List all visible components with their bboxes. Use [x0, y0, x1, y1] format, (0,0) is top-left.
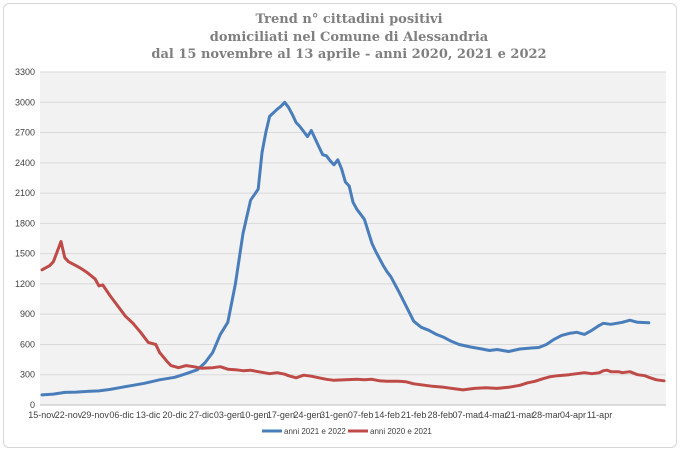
x-tick-label: 24-gen — [293, 410, 321, 420]
legend: anni 2021 e 2022 anni 2020 e 2021 — [262, 427, 432, 436]
x-tick-label: 14-mar — [479, 410, 508, 420]
y-tick-label: 3000 — [15, 97, 35, 107]
y-tick-label: 900 — [20, 309, 35, 319]
series-line-2 — [40, 240, 666, 392]
chart-title-line-1: Trend n° cittadini positivi — [255, 12, 442, 27]
x-tick-label: 11-apr — [587, 410, 612, 420]
x-tick-label: 07-feb — [348, 410, 374, 420]
x-tick-label: 28-feb — [427, 410, 453, 420]
plot-area — [40, 72, 666, 405]
chart-title-line-2: domiciliati nel Comune di Alessandria — [210, 30, 489, 45]
x-tick-label: 28-mar — [532, 410, 561, 420]
series-lines — [40, 100, 666, 397]
x-tick-label: 17-gen — [267, 410, 295, 420]
y-tick-label: 2700 — [15, 128, 35, 138]
x-tick-label: 21-feb — [401, 410, 427, 420]
x-tick-label: 13-dic — [136, 410, 161, 420]
y-tick-label: 1800 — [15, 218, 35, 228]
chart-title-line-3: dal 15 novembre al 13 aprile - anni 2020… — [151, 47, 546, 62]
x-tick-label: 31-gen — [320, 410, 348, 420]
x-tick-label: 22-nov — [55, 410, 83, 420]
y-axis-ticks: 0 300 600 900 1200 1500 1800 2100 2400 2700 3000 33… — [15, 67, 35, 410]
x-tick-label: 14-feb — [374, 410, 400, 420]
x-tick-label: 20-dic — [162, 410, 187, 420]
x-tick-label: 10-gen — [240, 410, 268, 420]
x-axis-ticks: 15-nov 22-nov 29-nov 06-dic 13-dic 20-dic 27-d… — [28, 410, 612, 420]
grid-lines — [40, 71, 666, 406]
x-tick-label: 04-apr — [560, 410, 586, 420]
y-tick-label: 1200 — [15, 279, 35, 289]
x-tick-label: 29-nov — [81, 410, 109, 420]
y-tick-label: 0 — [30, 400, 35, 410]
y-tick-label: 300 — [20, 370, 35, 380]
y-tick-label: 3300 — [15, 67, 35, 77]
y-tick-label: 2100 — [15, 188, 35, 198]
x-tick-label: 07-mar — [453, 410, 482, 420]
legend-label: anni 2021 e 2022 — [284, 427, 346, 436]
x-tick-label: 15-nov — [28, 410, 56, 420]
x-tick-label: 27-dic — [189, 410, 214, 420]
x-tick-label: 03-gen — [214, 410, 242, 420]
legend-label: anni 2020 e 2021 — [370, 427, 432, 436]
x-tick-label: 21-mar — [506, 410, 535, 420]
x-tick-label: 06-dic — [109, 410, 134, 420]
series-line-1 — [40, 100, 651, 397]
y-tick-label: 2400 — [15, 158, 35, 168]
y-tick-label: 1500 — [15, 249, 35, 259]
y-tick-label: 600 — [20, 339, 35, 349]
